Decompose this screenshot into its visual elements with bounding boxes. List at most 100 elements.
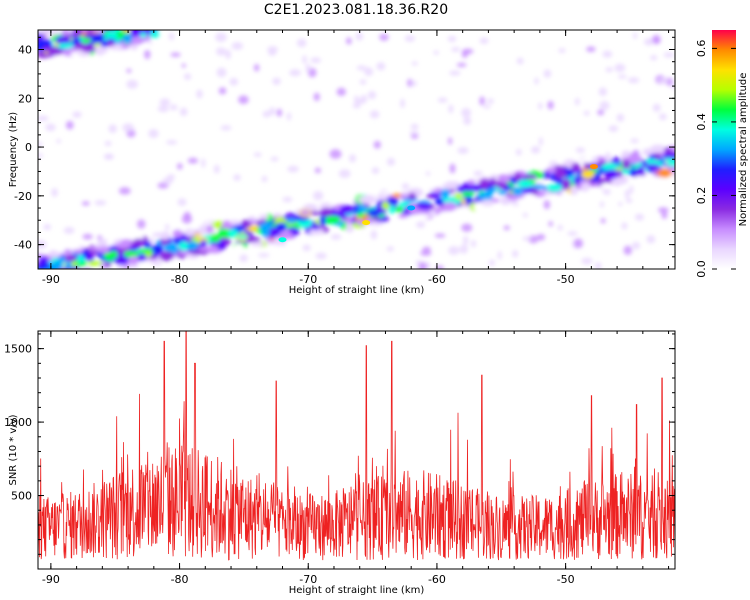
spectrogram-blob	[522, 174, 538, 180]
spectrogram-blob	[339, 205, 355, 214]
spectrogram-blob	[415, 202, 432, 209]
spectrogram-speckle	[229, 77, 239, 86]
spectrogram-speckle	[118, 187, 131, 195]
spectrogram-speckle	[43, 223, 52, 231]
spectrogram-speckle	[63, 226, 75, 234]
spectrogram-speckle	[262, 110, 271, 118]
spectrogram-speckle	[603, 188, 611, 196]
spectrogram-speckle	[450, 47, 461, 52]
spectrogram-speckle	[167, 174, 176, 180]
x-tick-label: -70	[299, 573, 317, 586]
spectrogram-speckle	[658, 207, 669, 213]
spectrogram-blob	[273, 213, 282, 218]
spectrogram-speckle	[386, 246, 394, 252]
spectrogram-speckle	[225, 49, 232, 60]
spectrogram-speckle	[608, 125, 619, 132]
spectrogram-blob	[583, 161, 591, 169]
spectrogram-speckle	[658, 77, 669, 84]
spectrogram-speckle	[376, 62, 386, 71]
spectrogram-blob	[85, 30, 94, 34]
spectrogram-speckle	[370, 230, 378, 240]
spectrogram-speckle	[355, 32, 364, 41]
spectrogram-speckle	[410, 134, 419, 139]
spectrogram-blob	[573, 176, 581, 185]
spectrogram-blob	[604, 171, 619, 180]
x-tick-label: -90	[42, 273, 60, 286]
spectrogram-blob	[228, 228, 239, 238]
spectrogram-speckle	[457, 147, 469, 154]
spectrogram-hotspot	[278, 237, 287, 243]
spectrogram-blob	[570, 185, 579, 196]
spectrogram-speckle	[409, 130, 419, 136]
spectrogram-blob	[498, 174, 511, 183]
spectrogram-blob	[127, 15, 138, 24]
spectrogram-blob	[626, 154, 643, 164]
spectrogram-blob	[243, 221, 251, 229]
spectrogram-blob	[633, 175, 646, 184]
spectrogram-speckle	[72, 111, 82, 118]
spectrogram-blob	[662, 152, 673, 159]
spectrogram-speckle	[594, 262, 602, 269]
spectrogram-blob	[84, 22, 97, 28]
spectrogram-speckle	[463, 235, 469, 246]
spectrogram-speckle	[65, 120, 74, 130]
spectrogram-speckle	[497, 250, 502, 260]
snr-x-axis-label: Height of straight line (km)	[289, 585, 425, 596]
spectrogram-speckle	[218, 87, 227, 95]
spectrogram-blob	[62, 272, 73, 281]
spectrogram-speckle	[416, 221, 426, 229]
spectrogram-blob	[72, 248, 86, 254]
spectrogram-speckle	[463, 116, 472, 126]
spectrogram-speckle	[360, 94, 368, 104]
spectrogram-blob	[130, 36, 145, 45]
spectrogram-blob	[160, 231, 171, 240]
spectrogram-speckle	[177, 198, 187, 206]
y-tick-label: -40	[14, 239, 32, 252]
spectrogram-blob	[76, 268, 82, 269]
spectrogram-blob	[454, 192, 462, 200]
spectrogram-blob	[601, 162, 617, 172]
spectrogram-speckle	[448, 104, 454, 114]
spectrogram-blob	[246, 236, 259, 242]
spectrogram-speckle	[479, 37, 489, 44]
spectrogram-blob	[554, 168, 567, 179]
spectrogram-speckle	[183, 73, 192, 80]
spectrogram-speckle	[459, 244, 468, 254]
spectrogram-x-axis-label: Height of straight line (km)	[289, 285, 425, 296]
spectrogram-blob	[71, 272, 80, 281]
spectrogram-blob	[134, 15, 143, 22]
spectrogram-blob	[585, 156, 593, 164]
spectrogram-speckle	[522, 236, 532, 241]
spectrogram-speckle	[261, 176, 268, 183]
spectrogram-blob	[611, 176, 624, 187]
spectrogram-blob	[88, 259, 98, 267]
spectrogram-blob	[311, 224, 321, 231]
spectrogram-blob	[101, 40, 108, 48]
spectrogram-blob	[442, 201, 458, 211]
spectrogram-speckle	[312, 191, 324, 201]
spectrogram-speckle	[183, 211, 191, 220]
spectrogram-speckle	[598, 87, 608, 97]
spectrogram-blob	[87, 30, 90, 31]
spectrogram-speckle	[349, 154, 356, 163]
spectrogram-blob	[621, 159, 631, 170]
spectrogram-blob	[62, 248, 73, 255]
spectrogram-blob	[91, 37, 102, 44]
snr-series-line	[38, 331, 675, 561]
spectrogram-speckle	[652, 103, 661, 112]
spectrogram-blob	[95, 30, 104, 32]
spectrogram-speckle	[449, 70, 461, 76]
snr-panel: -90 -80 -70 -60 -50 500 1000 1500 Height of str…	[4, 330, 676, 596]
spectrogram-blob	[546, 184, 563, 192]
spectrogram-blob	[179, 234, 189, 242]
spectrogram-speckle	[522, 212, 528, 218]
spectrogram-speckle	[407, 78, 413, 87]
spectrogram-speckle	[338, 169, 351, 179]
spectrogram-blob	[310, 211, 321, 216]
spectrogram-speckle	[196, 89, 203, 99]
spectrogram-blob	[388, 205, 396, 214]
spectrogram-speckle	[536, 233, 546, 241]
spectrogram-blob	[440, 189, 450, 199]
x-tick-label: -60	[428, 573, 446, 586]
spectrogram-speckle	[597, 109, 605, 116]
